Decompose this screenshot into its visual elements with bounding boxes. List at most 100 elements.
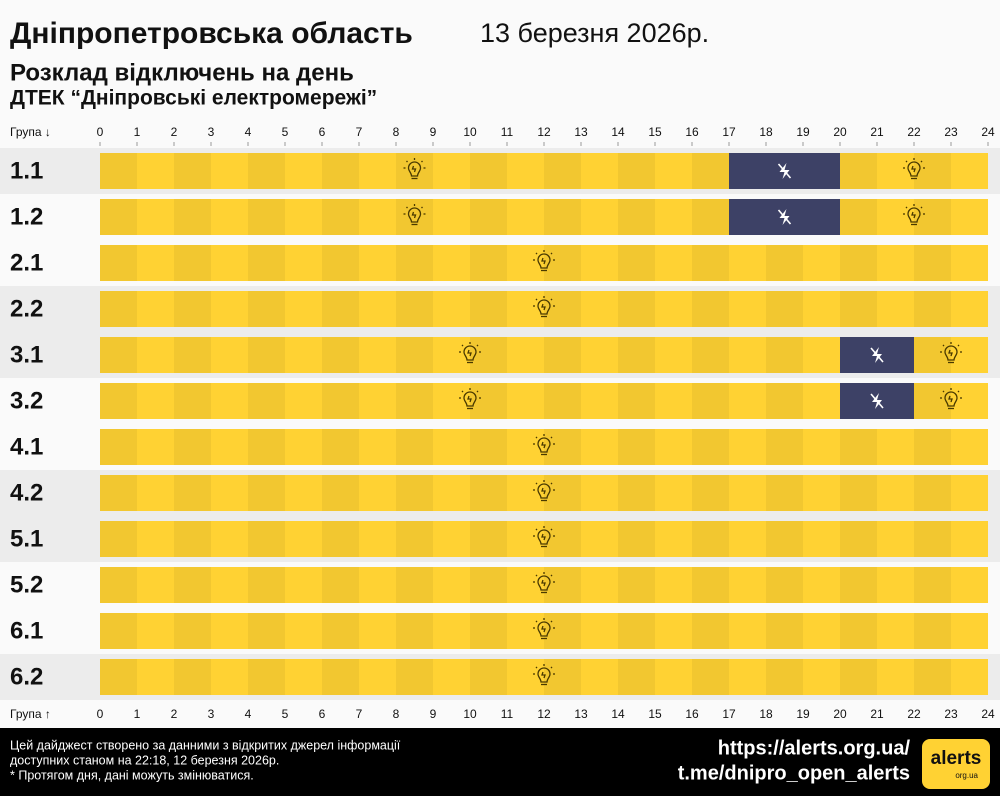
hour-stripe [174, 291, 211, 327]
icon-part [537, 667, 551, 683]
off-icon [777, 209, 792, 225]
hour-stripe [840, 613, 877, 649]
icon-part [535, 666, 538, 669]
group-label: 1.1 [10, 157, 43, 184]
hour-stripe [174, 337, 211, 373]
icon-part [461, 390, 464, 393]
axis-label: Група ↓ [10, 125, 51, 139]
icon-part [476, 390, 479, 393]
group-label: 6.2 [10, 663, 43, 690]
hour-stripe [174, 613, 211, 649]
hour-stripe [396, 383, 433, 419]
icon-part [537, 483, 551, 499]
x-tick-label: 15 [648, 125, 662, 139]
icon-part [411, 211, 417, 219]
hour-stripe [544, 475, 581, 511]
on-icon [940, 342, 962, 364]
icon-part [541, 257, 546, 265]
hour-stripe [914, 567, 951, 603]
hour-stripe [544, 153, 581, 189]
hour-stripe [766, 429, 803, 465]
icon-part [541, 579, 546, 587]
icon-part [550, 436, 553, 439]
on-icon [459, 342, 481, 364]
hour-stripe [914, 199, 951, 235]
icon-part [920, 206, 923, 209]
hour-stripe [396, 429, 433, 465]
hour-stripe [100, 199, 137, 235]
hour-stripe [174, 475, 211, 511]
hour-stripe [766, 245, 803, 281]
hour-stripe [322, 429, 359, 465]
group-label: 6.1 [10, 617, 43, 644]
icon-part [905, 206, 908, 209]
hour-stripe [544, 245, 581, 281]
icon-part [535, 528, 538, 531]
icon-part [870, 347, 884, 363]
icon-part [905, 160, 908, 163]
hour-stripe [248, 613, 285, 649]
hour-stripe [100, 383, 137, 419]
x-tick-label: 16 [685, 707, 699, 721]
link[interactable]: https://alerts.org.ua/ [718, 737, 911, 759]
hour-stripe [692, 153, 729, 189]
group-label: 3.2 [10, 387, 43, 414]
icon-part [541, 487, 546, 495]
hour-stripe [100, 429, 137, 465]
hour-stripe [544, 199, 581, 235]
axis-label: Група ↑ [10, 707, 51, 721]
hour-stripe [322, 199, 359, 235]
x-tick-label: 0 [97, 707, 104, 721]
x-tick-label: 6 [319, 707, 326, 721]
icon-part [777, 209, 792, 225]
icon-part [944, 391, 958, 407]
hour-stripe [322, 567, 359, 603]
on-icon [940, 388, 962, 410]
x-tick-label: 20 [833, 707, 847, 721]
footer-band [0, 728, 1000, 796]
hour-stripe [840, 567, 877, 603]
hour-stripe [618, 521, 655, 557]
hour-stripe [692, 567, 729, 603]
hour-stripe [692, 613, 729, 649]
icon-part [537, 299, 551, 315]
hour-stripe [766, 337, 803, 373]
hour-stripe [766, 475, 803, 511]
icon-part [948, 395, 953, 403]
x-tick-label: 13 [574, 707, 588, 721]
link[interactable]: t.me/dnipro_open_alerts [678, 762, 910, 784]
x-tick-label: 0 [97, 125, 104, 139]
hour-stripe [766, 613, 803, 649]
hour-stripe [470, 521, 507, 557]
on-icon [403, 158, 426, 180]
x-tick-label: 23 [944, 707, 958, 721]
hour-stripe [544, 659, 581, 695]
on-icon [533, 572, 555, 594]
footer-note: * Протягом дня, дані можуть змінюватися. [10, 768, 254, 782]
hour-stripe [766, 659, 803, 695]
chart-title: Дніпропетровська область [10, 17, 413, 50]
icon-part [948, 349, 953, 357]
hour-stripe [396, 521, 433, 557]
hour-stripe [544, 521, 581, 557]
hour-stripe [618, 383, 655, 419]
hour-stripe [470, 199, 507, 235]
hour-stripe [100, 521, 137, 557]
x-tick-label: 21 [870, 125, 884, 139]
hour-stripe [544, 567, 581, 603]
group-label: 2.1 [10, 249, 43, 276]
x-tick-label: 17 [722, 125, 736, 139]
x-tick-label: 11 [501, 125, 514, 139]
hour-stripe [322, 337, 359, 373]
group-label: 4.2 [10, 479, 43, 506]
hour-stripe [914, 475, 951, 511]
icon-part [550, 482, 553, 485]
hour-stripe [766, 521, 803, 557]
hour-stripe [914, 153, 951, 189]
hour-stripe [322, 659, 359, 695]
hour-stripe [914, 521, 951, 557]
icon-part [411, 165, 417, 173]
icon-part [907, 161, 921, 177]
x-tick-label: 12 [537, 707, 551, 721]
subtitle: ДТЕК “Дніпровські електромережі” [10, 87, 377, 110]
